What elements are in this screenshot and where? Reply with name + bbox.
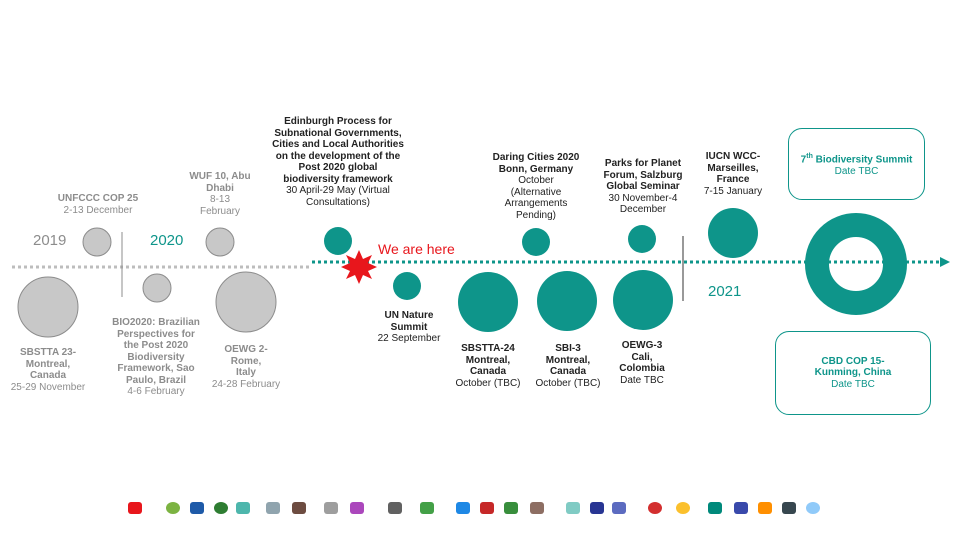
partner-logo-icon <box>190 502 204 514</box>
event-label-wuf10: WUF 10, Abu Dhabi 8-13 February <box>184 171 256 217</box>
we-are-here-star-icon <box>341 250 377 284</box>
summit-title-sup: th <box>806 152 813 160</box>
summit-title-number: 7 <box>800 154 807 166</box>
event-date: Date TBC <box>620 374 664 386</box>
partner-logo-icon <box>504 502 518 514</box>
year-label-2019: 2019 <box>33 232 67 249</box>
partner-logo-icon <box>782 502 796 514</box>
event-dot-daring <box>522 228 550 256</box>
event-date: 25-29 November <box>10 381 86 393</box>
event-title: WUF 10, Abu Dhabi <box>189 171 251 194</box>
event-label-parks: Parks for Planet Forum, Salzburg Global … <box>598 158 688 216</box>
event-dot-edinburgh <box>324 227 352 255</box>
partner-logo-icon <box>530 502 544 514</box>
event-date: 30 November-4 December <box>608 192 678 216</box>
event-title: BIO2020: Brazilian Perspectives for the … <box>112 317 200 386</box>
partner-logo-icon <box>292 502 306 514</box>
partner-logo-icon <box>350 502 364 514</box>
we-are-here-label: We are here <box>378 241 455 257</box>
event-date: 8-13 February <box>199 194 240 217</box>
event-dot-iucn <box>708 208 758 258</box>
event-label-oewg3: OEWG-3 Cali, Colombia Date TBC <box>606 340 678 386</box>
event-date: 2-13 December <box>63 204 133 216</box>
partner-logo-icon <box>734 502 748 514</box>
cop15-ring <box>805 213 907 315</box>
event-label-sbstta24: SBSTTA-24 Montreal, Canada October (TBC) <box>450 343 526 389</box>
partner-logo-icon <box>266 502 280 514</box>
event-date: 7-15 January <box>703 185 763 197</box>
event-label-unfccc: UNFCCC COP 25 2-13 December <box>50 193 146 216</box>
cop15-title: CBD COP 15- Kunming, China <box>814 355 892 379</box>
event-dot-unfccc <box>82 227 112 257</box>
event-date: October (Alternative Arrangements Pendin… <box>504 175 568 221</box>
event-title: OEWG 2- Rome, Italy <box>224 344 268 378</box>
partner-logo-icon <box>128 502 142 514</box>
event-title: SBSTTA-24 Montreal, Canada <box>461 343 515 377</box>
partner-logo-icon <box>806 502 820 514</box>
timeline-arrow-head <box>940 257 950 267</box>
event-dot-bio2020 <box>142 273 172 303</box>
event-title: SBSTTA 23- Montreal, Canada <box>19 347 77 381</box>
event-dot-parks <box>628 225 656 253</box>
event-date: 4-6 February <box>127 386 185 397</box>
event-label-sbstta23: SBSTTA 23- Montreal, Canada 25-29 Novemb… <box>2 347 94 393</box>
partner-logo-icon <box>236 502 250 514</box>
event-label-daring: Daring Cities 2020 Bonn, Germany October… <box>488 152 584 221</box>
cop15-date: Date TBC <box>831 378 875 390</box>
event-dot-oewg3 <box>613 270 673 330</box>
year-label-2020: 2020 <box>150 232 184 249</box>
event-date: 24-28 February <box>211 378 281 390</box>
summit-callout-box: 7th Biodiversity Summit Date TBC <box>788 128 925 200</box>
event-title: Daring Cities 2020 Bonn, Germany <box>492 152 580 175</box>
partner-logo-icon <box>214 502 228 514</box>
event-label-bio2020: BIO2020: Brazilian Perspectives for the … <box>110 317 202 398</box>
partner-logo-icon <box>480 502 494 514</box>
summit-title: 7th Biodiversity Summit <box>789 151 924 166</box>
summit-title-text: Biodiversity Summit <box>815 154 913 166</box>
summit-date: Date TBC <box>834 165 879 177</box>
event-label-sbi3: SBI-3 Montreal, Canada October (TBC) <box>530 343 606 389</box>
event-dot-sbstta23 <box>17 276 79 338</box>
event-dot-wuf10 <box>205 227 235 257</box>
event-label-iucn: IUCN WCC- Marseilles, France 7-15 Januar… <box>698 151 768 197</box>
partner-logo-icon <box>566 502 580 514</box>
event-dot-sbi3 <box>537 271 597 331</box>
event-label-unnature: UN Nature Summit 22 September <box>370 310 448 345</box>
partner-logo-icon <box>166 502 180 514</box>
event-label-oewg2: OEWG 2- Rome, Italy 24-28 February <box>202 344 290 390</box>
partner-logo-icon <box>324 502 338 514</box>
partner-logo-icon <box>648 502 662 514</box>
event-title: OEWG-3 Cali, Colombia <box>619 340 665 374</box>
cop15-callout-box: CBD COP 15- Kunming, China Date TBC <box>775 331 931 415</box>
partner-logo-icon <box>676 502 690 514</box>
partner-logo-icon <box>612 502 626 514</box>
event-title: IUCN WCC- Marseilles, France <box>705 151 761 185</box>
event-title: Parks for Planet Forum, Salzburg Global … <box>603 158 683 192</box>
partner-logo-icon <box>590 502 604 514</box>
event-dot-oewg2 <box>215 271 277 333</box>
event-title: UN Nature Summit <box>384 310 434 333</box>
event-date: October (TBC) <box>535 377 601 389</box>
partner-logo-icon <box>758 502 772 514</box>
event-label-edinburgh: Edinburgh Process for Subnational Govern… <box>272 116 404 208</box>
event-date: 22 September <box>377 333 441 344</box>
event-title: UNFCCC COP 25 <box>57 193 139 204</box>
partner-logo-icon <box>388 502 402 514</box>
event-title: Edinburgh Process for Subnational Govern… <box>272 116 404 185</box>
event-date: October (TBC) <box>455 377 521 389</box>
partner-logo-icon <box>456 502 470 514</box>
partner-logo-icon <box>420 502 434 514</box>
year-label-2021: 2021 <box>708 283 742 300</box>
event-dot-sbstta24 <box>458 272 518 332</box>
event-dot-unnature <box>393 272 421 300</box>
partner-logo-icon <box>708 502 722 514</box>
event-title: SBI-3 Montreal, Canada <box>545 343 591 377</box>
event-date: 30 April-29 May (Virtual Consultations) <box>286 185 390 208</box>
